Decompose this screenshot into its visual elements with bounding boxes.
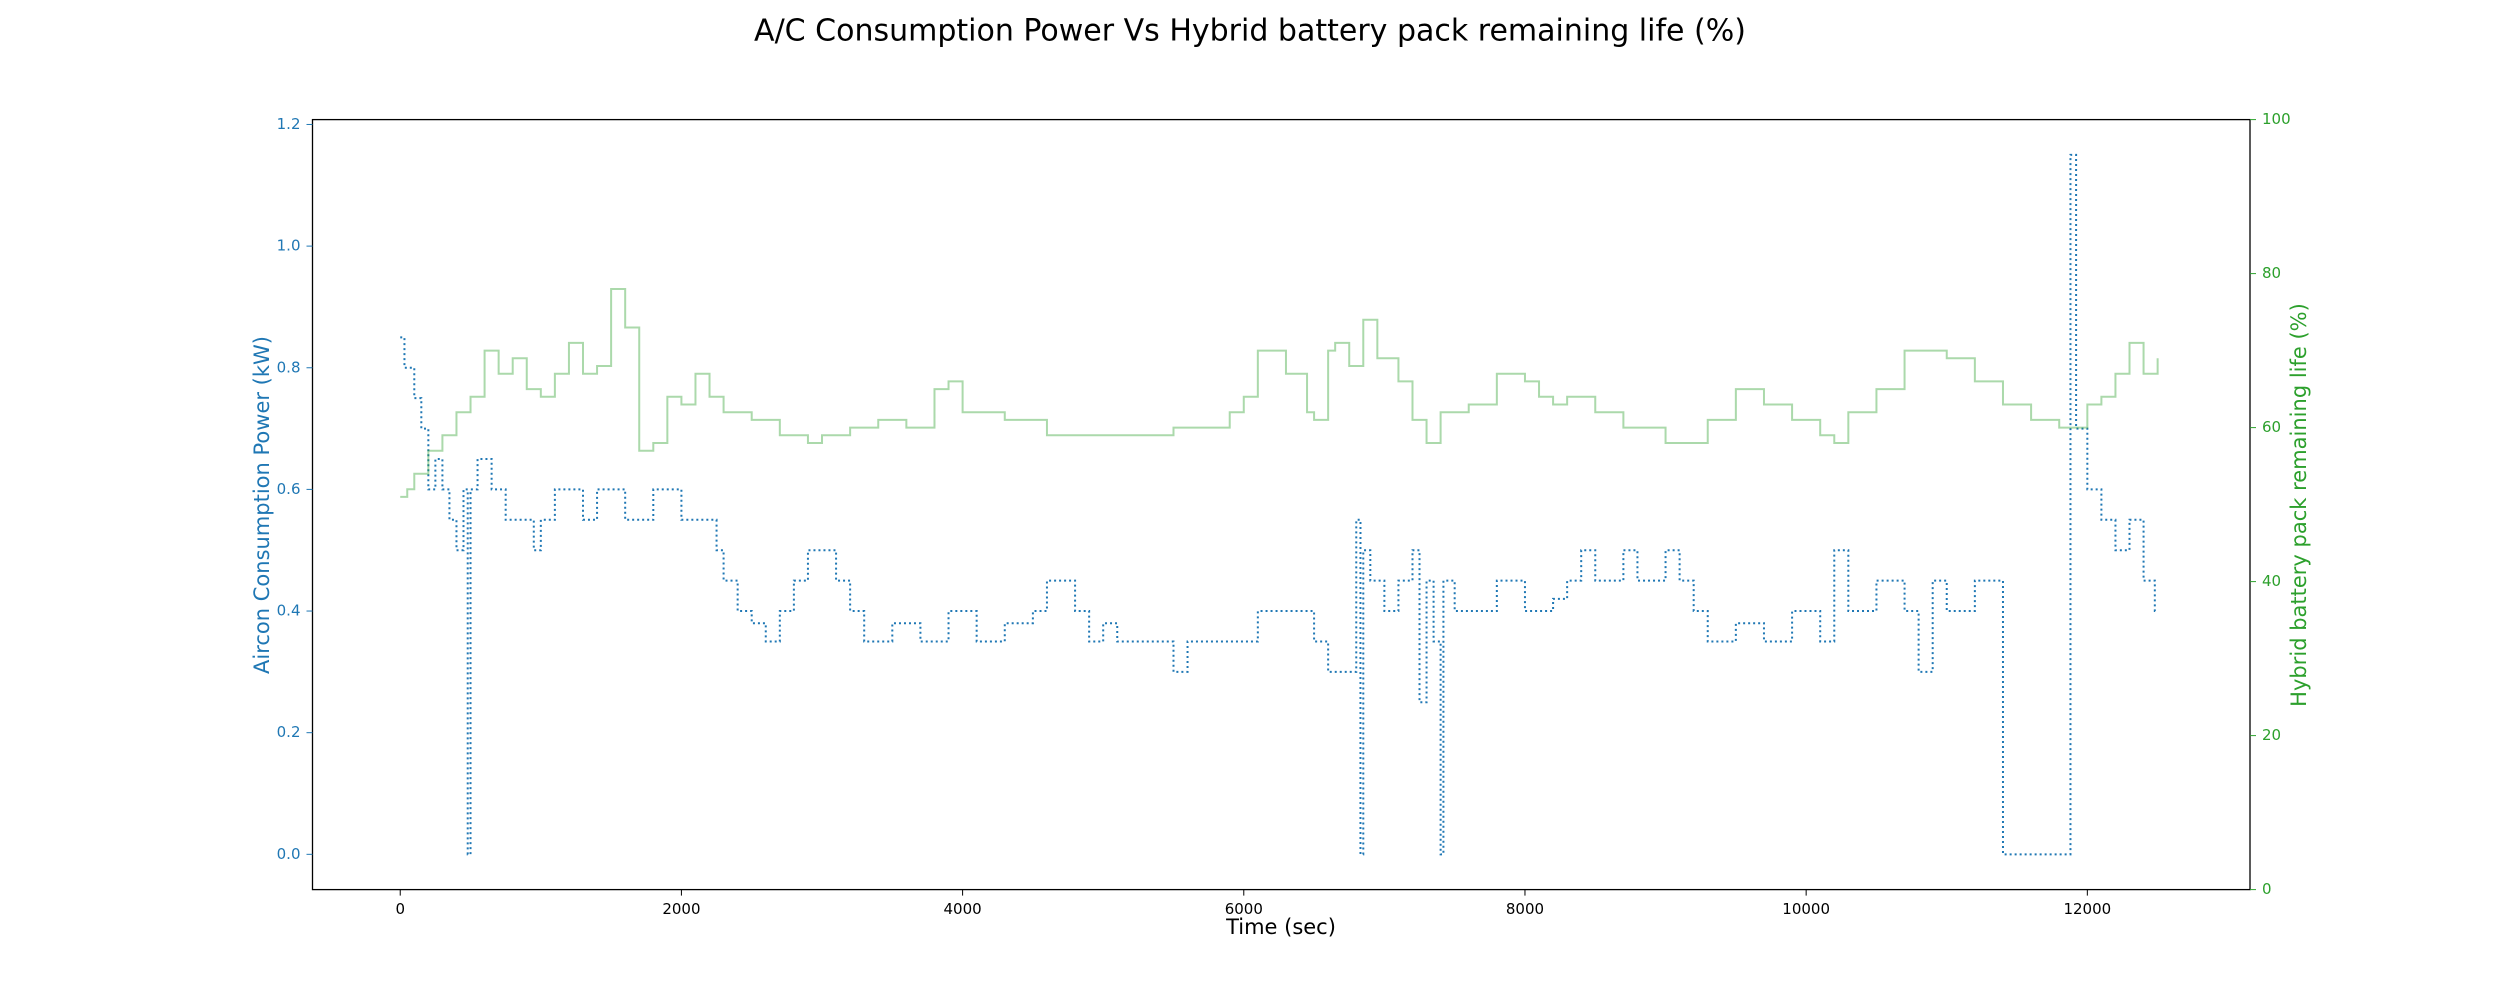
y-tick-label: 0.8 [277,358,301,376]
x-axis-label: Time (sec) [1225,915,1336,939]
x-tick-label: 6000 [1225,900,1263,918]
x-tick-label: 0 [395,900,405,918]
y-axis-label: Aircon Consumption Power (kW) [250,336,274,674]
plot-frame [311,118,2251,891]
x-tick-label: 12000 [2063,900,2111,918]
y-tick-label: 1.2 [277,115,301,133]
y2-tick-label: 100 [2262,110,2291,128]
y-tick-label: 0.6 [277,480,301,498]
y-tick-label: 1.0 [277,237,301,255]
x-tick-label: 2000 [662,900,700,918]
x-tick-label: 8000 [1506,900,1544,918]
y2-axis-label: Hybrid battery pack remaining life (%) [2287,303,2311,707]
data-line [400,153,2158,856]
y2-tick-label: 20 [2262,726,2281,744]
y-tick-label: 0.2 [277,723,301,741]
y2-tick-label: 40 [2262,572,2281,590]
y2-tick-label: 0 [2262,880,2272,898]
y2-tick-label: 80 [2262,264,2281,282]
x-tick-label: 10000 [1782,900,1830,918]
x-tick-label: 4000 [944,900,982,918]
data-line [400,288,2159,498]
y-tick-label: 0.0 [277,845,301,863]
y2-tick-label: 60 [2262,418,2281,436]
chart-title: A/C Consumption Power Vs Hybrid battery … [754,14,1746,49]
y-tick-label: 0.4 [277,602,301,620]
